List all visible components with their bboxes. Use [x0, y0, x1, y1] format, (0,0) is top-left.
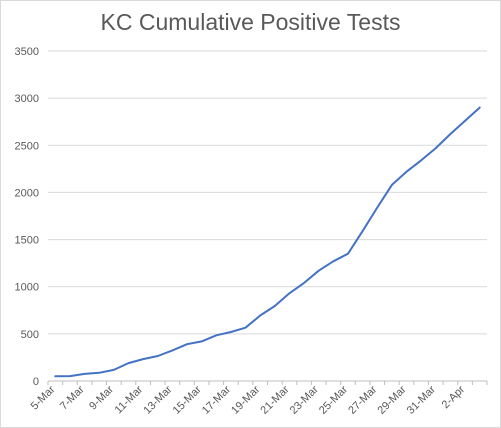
- data-point: [420, 159, 422, 161]
- data-point: [303, 282, 305, 284]
- y-tick-label: 3000: [15, 93, 39, 105]
- data-point: [186, 343, 188, 345]
- y-tick-label: 2500: [15, 140, 39, 152]
- data-point: [201, 340, 203, 342]
- data-point: [54, 375, 56, 377]
- x-tick-label: 7-Mar: [58, 383, 87, 412]
- data-point: [171, 349, 173, 351]
- data-point: [215, 334, 217, 336]
- data-point: [449, 133, 451, 135]
- data-point: [391, 184, 393, 186]
- data-point: [84, 373, 86, 375]
- data-point: [406, 171, 408, 173]
- data-point: [69, 375, 71, 377]
- data-point: [332, 260, 334, 262]
- x-tick-label: 29-Mar: [376, 383, 409, 416]
- series-line: [54, 106, 481, 378]
- data-point: [98, 372, 100, 374]
- x-tick-label: 11-Mar: [113, 383, 146, 416]
- y-tick-label: 3500: [15, 46, 39, 58]
- data-point: [435, 147, 437, 149]
- data-point: [127, 362, 129, 364]
- data-point: [376, 207, 378, 209]
- x-tick-label: 31-Mar: [405, 383, 438, 416]
- y-tick-label: 500: [21, 329, 39, 341]
- x-tick-label: 15-Mar: [171, 383, 204, 416]
- data-point: [288, 292, 290, 294]
- x-tick-label: 19-Mar: [229, 383, 262, 416]
- data-point: [230, 331, 232, 333]
- data-point: [318, 270, 320, 272]
- x-tick-label: 21-Mar: [258, 383, 291, 416]
- chart-title: KC Cumulative Positive Tests: [100, 9, 401, 35]
- data-point: [479, 107, 481, 109]
- x-tick-label: 17-Mar: [200, 383, 233, 416]
- data-point: [347, 253, 349, 255]
- x-tick-label: 27-Mar: [346, 383, 379, 416]
- data-point: [259, 314, 261, 316]
- y-tick-label: 1000: [15, 282, 39, 294]
- x-tick-label: 13-Mar: [141, 383, 174, 416]
- data-point: [245, 327, 247, 329]
- data-point: [157, 355, 159, 357]
- data-point: [113, 369, 115, 371]
- y-tick-label: 0: [33, 376, 39, 388]
- data-point: [362, 230, 364, 232]
- y-tick-label: 2000: [15, 187, 39, 199]
- x-tick-label: 2-Apr: [440, 383, 468, 411]
- x-tick-label: 23-Mar: [288, 383, 321, 416]
- data-point: [142, 358, 144, 360]
- x-tick-label: 25-Mar: [317, 383, 350, 416]
- data-point: [274, 305, 276, 307]
- y-tick-label: 1500: [15, 235, 39, 247]
- data-point: [464, 120, 466, 122]
